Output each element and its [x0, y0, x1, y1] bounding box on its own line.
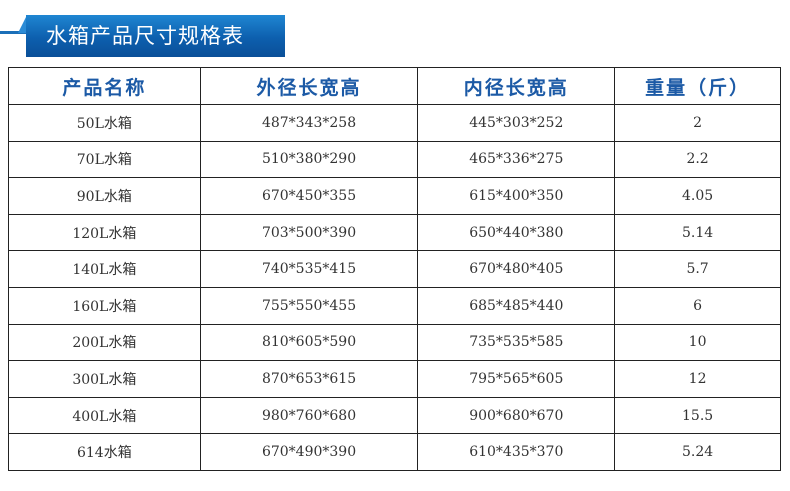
- cell-inner: 900*680*670: [417, 396, 616, 435]
- cell-weight: 5.7: [614, 250, 781, 288]
- cell-weight: 2: [614, 104, 781, 142]
- cell-weight: 6: [614, 286, 781, 325]
- table-row: 400L水箱 980*760*680 900*680*670 15.5: [8, 396, 781, 435]
- cell-name: 614水箱: [8, 433, 201, 471]
- table-row: 200L水箱 810*605*590 735*535*585 10: [8, 323, 781, 362]
- cell-weight: 5.24: [614, 433, 781, 471]
- header-inner: 内径长宽高: [417, 67, 616, 105]
- cell-weight: 5.14: [614, 213, 781, 252]
- cell-name: 200L水箱: [8, 323, 201, 362]
- header-name: 产品名称: [8, 67, 201, 105]
- cell-inner: 650*440*380: [417, 213, 616, 252]
- spec-table: 产品名称 外径长宽高 内径长宽高 重量（斤） 50L水箱 487*343*258 4…: [8, 67, 781, 471]
- cell-inner: 685*485*440: [417, 286, 616, 325]
- cell-outer: 670*490*390: [199, 433, 419, 471]
- cell-outer: 510*380*290: [199, 140, 419, 179]
- table-row: 614水箱 670*490*390 610*435*370 5.24: [8, 433, 781, 471]
- table-row: 300L水箱 870*653*615 795*565*605 12: [8, 360, 781, 398]
- cell-inner: 445*303*252: [417, 104, 616, 142]
- table-row: 70L水箱 510*380*290 465*336*275 2.2: [8, 140, 781, 179]
- cell-weight: 2.2: [614, 140, 781, 179]
- cell-outer: 740*535*415: [199, 250, 419, 288]
- cell-inner: 795*565*605: [417, 360, 616, 398]
- decor-line: [0, 31, 30, 34]
- cell-weight: 4.05: [614, 177, 781, 215]
- cell-name: 90L水箱: [8, 177, 201, 215]
- table-row: 90L水箱 670*450*355 615*400*350 4.05: [8, 177, 781, 215]
- header-row: 产品名称 外径长宽高 内径长宽高 重量（斤）: [8, 67, 781, 105]
- table-row: 50L水箱 487*343*258 445*303*252 2: [8, 104, 781, 142]
- header-weight: 重量（斤）: [614, 67, 781, 105]
- cell-inner: 615*400*350: [417, 177, 616, 215]
- cell-name: 300L水箱: [8, 360, 201, 398]
- page-title: 水箱产品尺寸规格表: [26, 15, 285, 57]
- header-outer: 外径长宽高: [199, 67, 419, 105]
- table-row: 140L水箱 740*535*415 670*480*405 5.7: [8, 250, 781, 288]
- cell-name: 120L水箱: [8, 213, 201, 252]
- cell-inner: 670*480*405: [417, 250, 616, 288]
- cell-outer: 810*605*590: [199, 323, 419, 362]
- cell-outer: 755*550*455: [199, 286, 419, 325]
- cell-name: 70L水箱: [8, 140, 201, 179]
- cell-name: 160L水箱: [8, 286, 201, 325]
- cell-name: 140L水箱: [8, 250, 201, 288]
- cell-weight: 10: [614, 323, 781, 362]
- cell-outer: 487*343*258: [199, 104, 419, 142]
- cell-inner: 735*535*585: [417, 323, 616, 362]
- cell-inner: 610*435*370: [417, 433, 616, 471]
- decor-notch: [18, 15, 27, 33]
- cell-name: 50L水箱: [8, 104, 201, 142]
- cell-weight: 15.5: [614, 396, 781, 435]
- cell-weight: 12: [614, 360, 781, 398]
- cell-outer: 703*500*390: [199, 213, 419, 252]
- cell-name: 400L水箱: [8, 396, 201, 435]
- cell-outer: 670*450*355: [199, 177, 419, 215]
- cell-outer: 870*653*615: [199, 360, 419, 398]
- table-row: 120L水箱 703*500*390 650*440*380 5.14: [8, 213, 781, 252]
- cell-inner: 465*336*275: [417, 140, 616, 179]
- cell-outer: 980*760*680: [199, 396, 419, 435]
- table-row: 160L水箱 755*550*455 685*485*440 6: [8, 286, 781, 325]
